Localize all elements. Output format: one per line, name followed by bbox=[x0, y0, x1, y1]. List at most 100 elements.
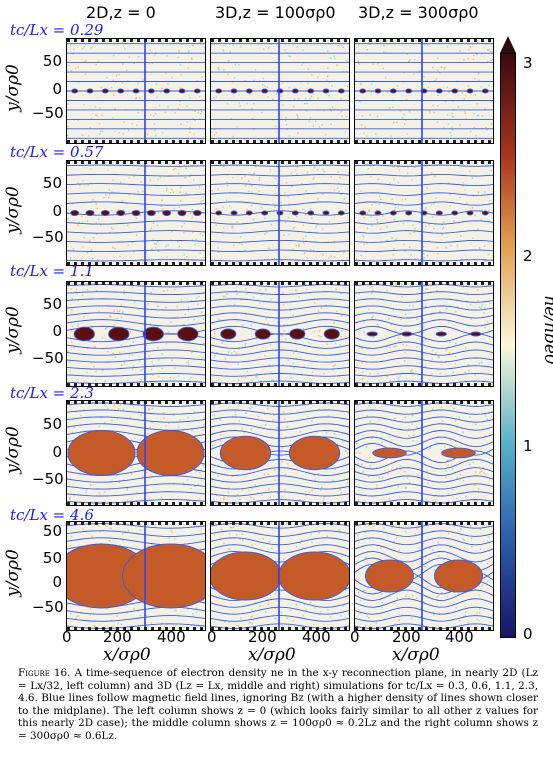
y-tick: 50 bbox=[42, 522, 62, 540]
row-label-t029: tc/Lx = 0.29 bbox=[10, 21, 104, 39]
plasmoid bbox=[122, 543, 205, 609]
density-panel bbox=[210, 38, 350, 144]
density-panel bbox=[354, 38, 494, 144]
plasmoid bbox=[245, 88, 253, 94]
y-tick: 50 bbox=[42, 174, 62, 192]
plasmoid bbox=[215, 88, 223, 94]
x-axis-label: x/σρ0 bbox=[392, 645, 440, 665]
density-panel bbox=[210, 400, 350, 506]
density-panel bbox=[210, 521, 350, 631]
plasmoid bbox=[276, 210, 284, 216]
plasmoid bbox=[481, 210, 489, 216]
x-axis-label: x/σρ0 bbox=[248, 645, 296, 665]
plasmoid bbox=[192, 209, 202, 217]
plasmoid bbox=[289, 328, 306, 340]
plasmoid bbox=[434, 559, 483, 593]
plasmoid bbox=[117, 88, 125, 94]
caption-text: A time-sequence of electron density ne i… bbox=[18, 667, 538, 742]
plasmoid bbox=[451, 210, 459, 216]
plasmoid bbox=[322, 210, 330, 216]
x-tick: 0 bbox=[207, 628, 217, 646]
density-panel bbox=[66, 400, 206, 506]
row-label-t23: tc/Lx = 2.3 bbox=[10, 384, 94, 402]
plasmoid bbox=[211, 551, 282, 601]
plasmoid bbox=[307, 88, 315, 94]
plasmoid bbox=[136, 430, 205, 476]
plasmoid bbox=[178, 88, 186, 94]
y-tick: 50 bbox=[42, 415, 62, 433]
x-tick: 200 bbox=[392, 628, 421, 646]
colorbar-label: ne/nbe0 bbox=[540, 295, 553, 365]
plasmoid bbox=[132, 88, 140, 94]
plasmoid bbox=[441, 447, 476, 459]
plasmoid bbox=[71, 88, 79, 94]
plasmoid bbox=[435, 88, 443, 94]
plasmoid bbox=[288, 435, 341, 471]
plasmoid bbox=[359, 210, 367, 216]
row-label-t46: tc/Lx = 4.6 bbox=[10, 506, 94, 524]
colorbar bbox=[500, 53, 516, 638]
figure-caption: Figure 16. A time-sequence of electron d… bbox=[18, 667, 538, 743]
plasmoid bbox=[73, 326, 95, 342]
colorbar-tick: 0 bbox=[523, 625, 533, 643]
plasmoid bbox=[466, 210, 474, 216]
plasmoid bbox=[101, 88, 109, 94]
plasmoid bbox=[323, 328, 340, 340]
caption-lead: Figure 16. bbox=[18, 667, 71, 679]
plasmoid bbox=[67, 430, 136, 476]
y-axis-label: y/σρ0 bbox=[3, 64, 23, 112]
row-label-t11: tc/Lx = 1.1 bbox=[10, 262, 94, 280]
plasmoid bbox=[162, 209, 172, 217]
x-tick: 400 bbox=[157, 628, 186, 646]
plasmoid bbox=[100, 209, 110, 217]
y-tick: −50 bbox=[32, 470, 64, 488]
y-tick: −50 bbox=[32, 349, 64, 367]
plasmoid bbox=[401, 331, 413, 337]
x-tick: 400 bbox=[445, 628, 474, 646]
density-panel bbox=[66, 521, 206, 631]
column-title-2d: 2D,z = 0 bbox=[86, 3, 156, 22]
plasmoid bbox=[86, 88, 94, 94]
colorbar-tick: 3 bbox=[523, 54, 533, 72]
plasmoid bbox=[131, 209, 141, 217]
y-tick: 50 bbox=[42, 549, 62, 567]
density-panel bbox=[66, 38, 206, 144]
plasmoid bbox=[307, 210, 315, 216]
x-tick: 0 bbox=[350, 628, 360, 646]
plasmoid bbox=[193, 88, 201, 94]
x-tick: 200 bbox=[248, 628, 277, 646]
density-panel bbox=[354, 400, 494, 506]
y-tick: −50 bbox=[32, 228, 64, 246]
plasmoid bbox=[435, 331, 447, 337]
density-panel bbox=[354, 281, 494, 387]
plasmoid bbox=[374, 88, 382, 94]
x-tick: 0 bbox=[62, 628, 72, 646]
y-axis-label: y/σρ0 bbox=[3, 306, 23, 354]
plasmoid bbox=[372, 447, 407, 459]
plasmoid bbox=[389, 88, 397, 94]
plasmoid bbox=[177, 326, 199, 342]
density-panel bbox=[354, 160, 494, 266]
plasmoid bbox=[470, 331, 482, 337]
x-tick: 400 bbox=[302, 628, 331, 646]
y-axis-label: y/σρ0 bbox=[3, 549, 23, 597]
x-axis-label: x/σρ0 bbox=[103, 645, 151, 665]
plasmoid bbox=[405, 88, 413, 94]
y-axis-label: y/σρ0 bbox=[3, 186, 23, 234]
plasmoid bbox=[337, 88, 345, 94]
plasmoid bbox=[435, 210, 443, 216]
density-panel bbox=[66, 281, 206, 387]
plasmoid bbox=[366, 331, 378, 337]
plasmoid bbox=[245, 210, 253, 216]
plasmoid bbox=[389, 210, 397, 216]
plasmoid bbox=[230, 210, 238, 216]
plasmoid bbox=[276, 88, 284, 94]
column-title-3d-z100: 3D,z = 100σρ0 bbox=[215, 3, 336, 22]
plasmoid bbox=[163, 88, 171, 94]
y-tick: 0 bbox=[52, 80, 62, 98]
density-panel bbox=[66, 160, 206, 266]
y-axis-label: y/σρ0 bbox=[3, 426, 23, 474]
plasmoid bbox=[220, 328, 237, 340]
x-tick: 200 bbox=[103, 628, 132, 646]
plasmoid bbox=[405, 210, 413, 216]
